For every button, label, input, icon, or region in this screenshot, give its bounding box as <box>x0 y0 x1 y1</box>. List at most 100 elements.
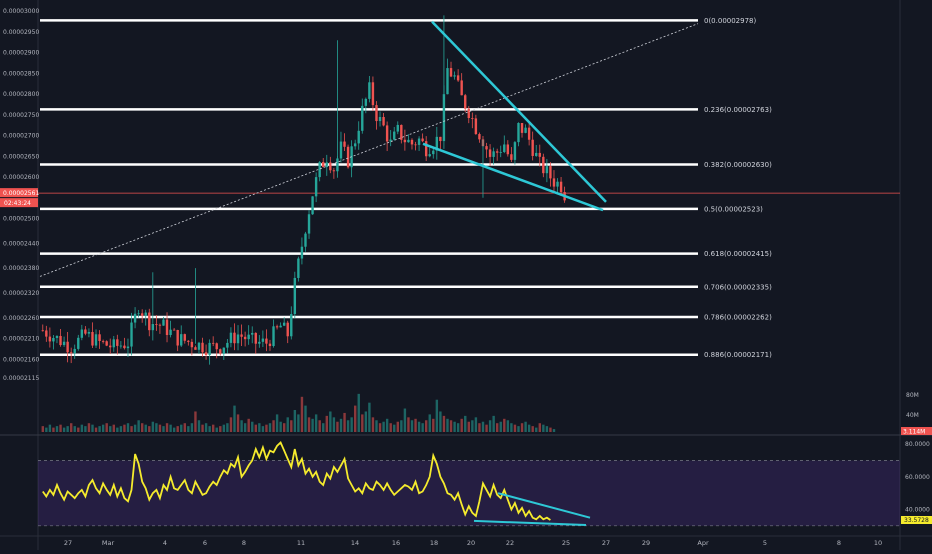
candle-body <box>343 141 346 147</box>
price-tick-label: 0.00002115 <box>3 375 39 382</box>
volume-bar <box>361 414 364 432</box>
volume-tick-label: 80M <box>906 392 919 399</box>
candle-body <box>130 322 133 347</box>
volume-bar <box>165 423 169 432</box>
volume-tick-label: 40M <box>906 412 919 419</box>
fib-retracement[interactable]: 0(0.00002978) 0.236(0.00002763) 0.382(0.00… <box>40 17 772 359</box>
candle-body <box>336 158 339 172</box>
volume-bar <box>222 424 226 432</box>
volume-bar <box>251 421 254 432</box>
candle-body <box>488 149 492 157</box>
candle-body <box>105 341 108 346</box>
candle-body <box>400 124 403 140</box>
volume-bar <box>130 426 133 432</box>
candle-body <box>332 170 336 172</box>
volume-bar <box>474 417 478 432</box>
volume-bar <box>506 420 510 432</box>
candle-body <box>531 139 534 156</box>
candle-body <box>52 337 55 342</box>
fib-level-label: 0.618(0.00002415) <box>704 250 772 258</box>
candle-body <box>211 342 215 344</box>
volume-bar <box>318 420 321 432</box>
volume-bar <box>471 420 474 432</box>
volume-bar <box>332 417 336 432</box>
volume-bar <box>549 427 552 432</box>
volume-bar <box>48 424 52 432</box>
candle-body <box>162 319 165 326</box>
candle-body <box>180 334 183 346</box>
volume-bar <box>180 424 183 432</box>
volume-bar <box>212 424 215 432</box>
time-tick-label: 27 <box>602 539 610 547</box>
candle-body <box>119 345 123 347</box>
price-tick-label: 0.00002210 <box>3 336 39 343</box>
time-tick-label: Apr <box>697 539 709 547</box>
fib-level-label: 0.786(0.00002262) <box>704 314 772 322</box>
volume-bar <box>279 421 282 432</box>
volume-bar <box>226 423 229 432</box>
indicator-wedge-upper[interactable] <box>497 492 591 519</box>
trend-line[interactable] <box>39 23 699 277</box>
volume-bar <box>527 424 531 432</box>
volume-bar <box>155 423 158 432</box>
time-tick-label: Mar <box>102 539 115 547</box>
volume-bar <box>432 418 435 432</box>
volume-bar <box>478 423 481 432</box>
candle-body <box>194 347 197 350</box>
volume-bar <box>382 421 385 432</box>
wedge-upper-line[interactable] <box>431 20 607 203</box>
candle-body <box>112 339 115 348</box>
candle-body <box>485 146 488 150</box>
volume-bar <box>385 418 389 432</box>
volume-bar <box>456 423 460 432</box>
candle-body <box>474 118 478 135</box>
candle-body <box>495 151 499 153</box>
volume-bar <box>354 405 357 432</box>
price-tick-label: 0.00002900 <box>3 50 39 57</box>
indicator-pane: 80.0000 60.0000 40.0000 33.5728 <box>38 440 932 527</box>
candle-body <box>428 154 431 157</box>
candle-body <box>435 136 439 151</box>
volume-bar <box>66 426 69 432</box>
volume-bar <box>311 418 314 432</box>
time-tick-label: 6 <box>203 539 207 547</box>
volume-bar <box>215 427 218 432</box>
indicator-value-label: 33.5728 <box>904 517 929 524</box>
volume-bar <box>141 423 144 432</box>
indicator-wedge-lower[interactable] <box>473 519 587 527</box>
candle-body <box>282 322 286 326</box>
wedge-lower-line[interactable] <box>422 142 604 212</box>
candle-body <box>144 312 147 316</box>
volume-bar <box>407 417 410 432</box>
candle-body <box>48 336 52 342</box>
drawings[interactable] <box>39 20 699 277</box>
candle-body <box>524 127 527 133</box>
candle-body <box>385 125 389 142</box>
candle-body <box>378 116 382 122</box>
volume-bar <box>101 424 105 432</box>
volume-bar <box>91 424 94 432</box>
candle-body <box>410 139 414 145</box>
indicator-band <box>38 460 900 526</box>
candle-body <box>446 68 449 95</box>
countdown-badge <box>0 198 38 208</box>
candle-body <box>80 329 84 338</box>
volume-bar <box>258 423 261 432</box>
volume-bar <box>304 405 307 432</box>
candle-body <box>187 340 190 342</box>
volume-bar <box>481 421 485 432</box>
candle-body <box>403 139 407 143</box>
volume-bar <box>371 417 375 432</box>
candle-body <box>41 330 44 332</box>
volume-bar <box>510 423 513 432</box>
volume-bar <box>240 420 243 432</box>
price-tick-label: 0.00002600 <box>3 174 39 181</box>
candle-body <box>258 341 261 344</box>
candle-body <box>439 136 442 142</box>
volume-bar <box>94 427 98 432</box>
candle-body <box>268 343 272 347</box>
candle-body <box>236 334 240 344</box>
